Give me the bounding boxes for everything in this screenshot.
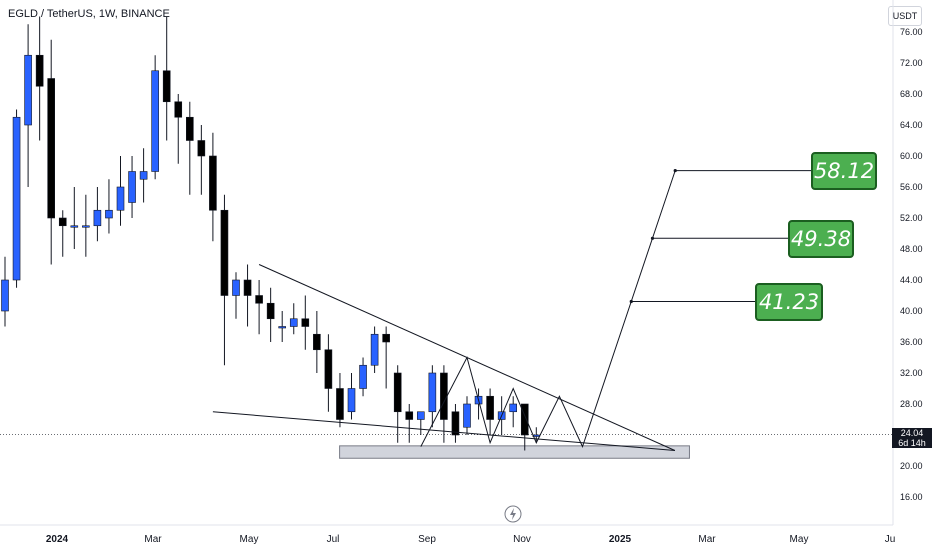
candle-body (336, 388, 344, 420)
y-tick-label: 36.00 (900, 337, 923, 347)
support-trendline (212, 411, 675, 451)
y-tick-label: 60.00 (900, 151, 923, 161)
countdown-label: 6d 14h (898, 438, 926, 448)
candle-body (209, 155, 217, 211)
y-tick-label: 16.00 (900, 492, 923, 502)
candle-body (70, 225, 79, 228)
candle-body (24, 54, 32, 126)
x-tick-label: 2024 (46, 534, 69, 545)
candle-body (197, 140, 206, 157)
candle-body (35, 54, 44, 87)
y-tick-label: 76.00 (900, 27, 923, 37)
y-tick-label: 32.00 (900, 368, 923, 378)
candle-body (82, 225, 90, 228)
projection-path (420, 171, 676, 448)
candle-body (174, 101, 183, 118)
lightning-icon (504, 505, 522, 523)
y-tick-label: 44.00 (900, 275, 923, 285)
y-tick-label: 64.00 (900, 120, 923, 130)
candle-body (128, 171, 136, 203)
x-tick-label: Ju (885, 534, 896, 545)
current-price-tag: 24.04 6d 14h (892, 428, 932, 448)
candle-body (162, 70, 171, 103)
candle-body (93, 209, 102, 227)
lightning-icon-glyph (510, 508, 516, 520)
candle-body (266, 302, 275, 320)
candle-body (347, 388, 356, 413)
candle-body (393, 372, 402, 413)
candle-body (463, 403, 471, 428)
x-tick-label: Sep (418, 534, 436, 545)
y-tick-label: 48.00 (900, 244, 923, 254)
support-zone (339, 445, 690, 459)
x-tick-label: May (240, 534, 259, 545)
y-tick-label: 56.00 (900, 182, 923, 192)
candle-body (428, 372, 437, 413)
target-label-1: 41.23 (755, 283, 823, 321)
y-tick-label: 68.00 (900, 89, 923, 99)
currency-badge[interactable]: USDT (888, 6, 922, 26)
x-tick-label: Mar (698, 534, 716, 545)
candle-body (255, 295, 263, 304)
candle-body (186, 116, 194, 141)
y-tick-label: 72.00 (900, 58, 923, 68)
candle-body (509, 403, 518, 413)
current-price-label: 24.04 (900, 428, 924, 438)
candle-body (12, 116, 21, 281)
candle-body (520, 403, 529, 436)
candle-body (301, 318, 310, 327)
x-tick-label: Nov (513, 534, 531, 545)
candle-body (416, 411, 425, 420)
candle-body (370, 333, 379, 366)
candle-body (382, 333, 390, 343)
target-label-2: 49.38 (788, 220, 854, 258)
candle-body (289, 318, 298, 327)
candle-body (1, 279, 9, 312)
candle-body (243, 279, 252, 296)
candle-body (232, 279, 240, 296)
candle-body (58, 217, 67, 227)
candle-body (116, 186, 125, 211)
y-tick-label: 52.00 (900, 213, 923, 223)
x-tick-label: May (790, 534, 809, 545)
candle-body (359, 364, 367, 389)
x-tick-label: Jul (327, 534, 340, 545)
candle-body (451, 411, 460, 436)
candle-body (405, 411, 414, 420)
x-tick-label: 2025 (609, 534, 632, 545)
y-tick-label: 20.00 (900, 461, 923, 471)
candle-body (151, 70, 159, 172)
chart-title: EGLD / TetherUS, 1W, BINANCE (8, 8, 170, 20)
candle-body (313, 333, 321, 351)
candle-body (47, 78, 56, 219)
x-tick-label: Mar (144, 534, 162, 545)
target-label-3: 58.12 (811, 152, 877, 190)
candle-body (324, 349, 333, 389)
candle-body (278, 326, 287, 329)
y-tick-label: 28.00 (900, 399, 923, 409)
candle-body (139, 171, 148, 180)
candle-body (486, 395, 494, 420)
y-tick-label: 40.00 (900, 306, 923, 316)
candle-body (105, 209, 113, 219)
candle-body (220, 209, 229, 296)
